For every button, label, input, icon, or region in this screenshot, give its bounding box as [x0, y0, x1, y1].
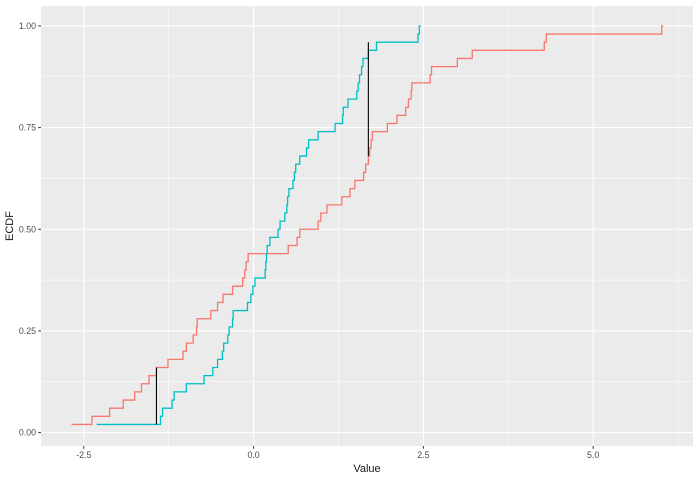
x-tick-label: 0.0	[247, 450, 259, 460]
y-tick-label: 0.00	[19, 428, 36, 438]
panel-background	[41, 6, 693, 446]
x-tick-label: -2.5	[76, 450, 91, 460]
y-tick-label: 0.50	[19, 224, 36, 234]
panel-layer	[41, 6, 693, 446]
series-layer	[71, 25, 664, 426]
sample-cyan-ecdf-line	[96, 25, 421, 426]
y-tick-label: 0.25	[19, 326, 36, 336]
x-axis-title: Value	[353, 463, 380, 475]
y-tick-label: 0.75	[19, 123, 36, 133]
axis-layer: -2.5 0.0 2.5 5.0 0.00 0.25 0.50 0.75 1.00	[19, 21, 600, 460]
y-axis-title: ECDF	[4, 211, 16, 241]
y-tick-label: 1.00	[19, 21, 36, 31]
x-tick-label: 2.5	[417, 450, 429, 460]
x-tick-label: 5.0	[587, 450, 599, 460]
sample-red-ecdf-line	[71, 25, 664, 426]
grid-layer	[41, 6, 693, 446]
ks-layer	[155, 42, 369, 425]
